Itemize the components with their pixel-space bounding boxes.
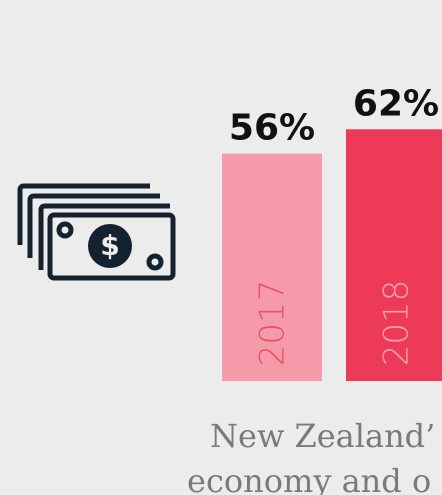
caption-line: New Zealand’	[210, 417, 435, 455]
dollar-sign: $	[100, 229, 119, 262]
category-label: 2018	[377, 280, 417, 367]
value-label: 56%	[229, 108, 315, 149]
caption-line: economy and o	[187, 462, 431, 495]
category-label: 2017	[253, 280, 293, 367]
coin	[88, 224, 132, 268]
bar	[346, 129, 442, 381]
bar	[222, 153, 322, 381]
value-label: 62%	[353, 83, 439, 124]
money-icon	[17, 183, 176, 281]
